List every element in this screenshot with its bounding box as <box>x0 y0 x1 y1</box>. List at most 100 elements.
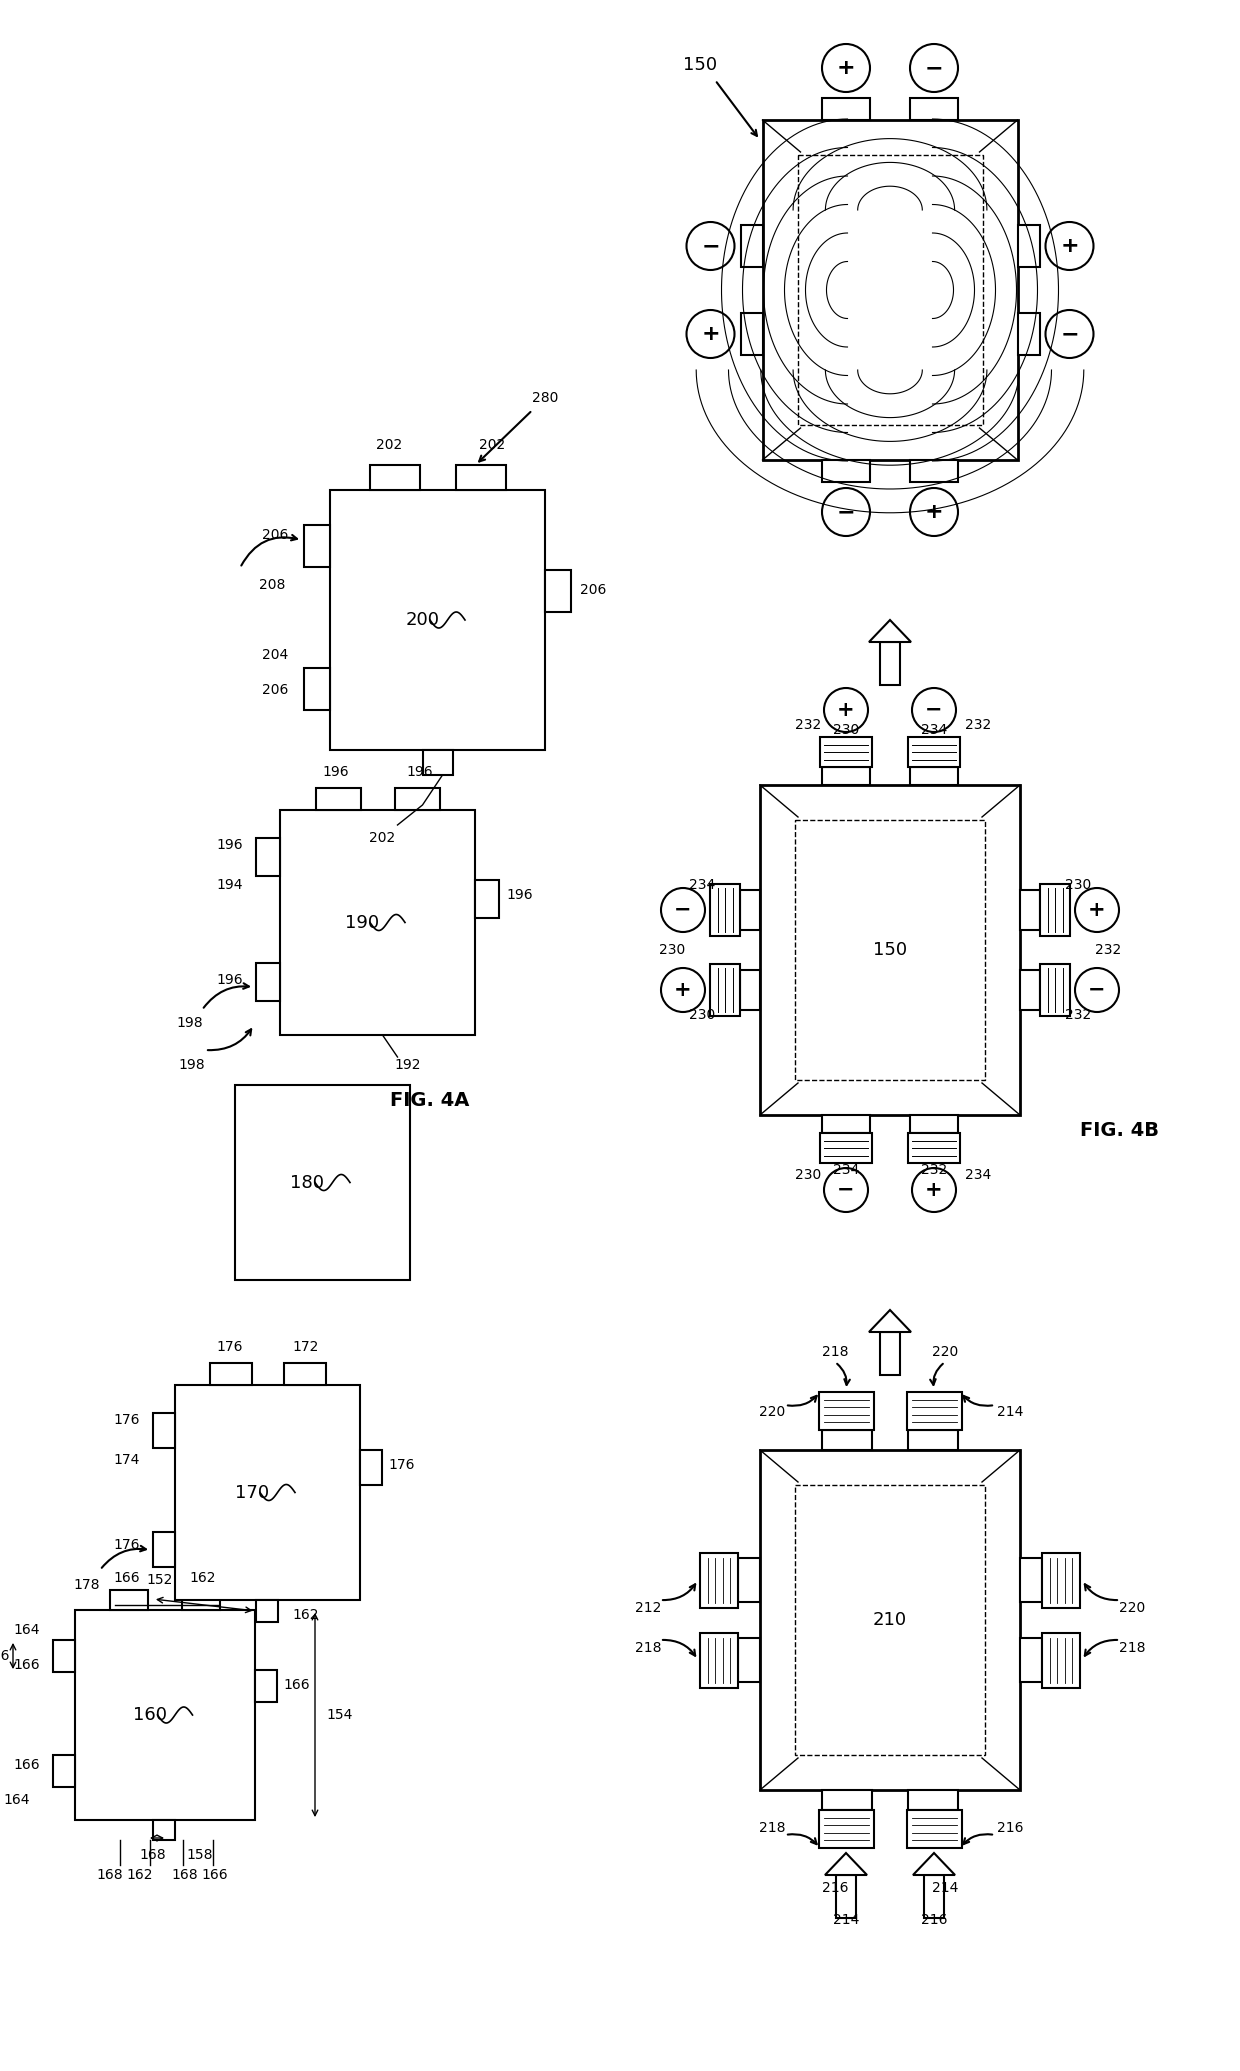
Bar <box>153 1820 175 1839</box>
Text: FIG. 4A: FIG. 4A <box>391 1091 470 1110</box>
Bar <box>1021 1557 1042 1603</box>
Text: +: + <box>1060 236 1079 257</box>
Bar <box>701 1632 738 1688</box>
Text: 198: 198 <box>176 1017 203 1029</box>
Bar <box>1042 1632 1080 1688</box>
Text: 166: 166 <box>14 1758 41 1773</box>
Text: −: − <box>925 700 942 721</box>
Text: 196: 196 <box>407 764 433 779</box>
Bar <box>280 810 475 1036</box>
Text: 154: 154 <box>327 1709 353 1721</box>
Text: 176: 176 <box>114 1412 140 1427</box>
Bar <box>711 963 740 1017</box>
Text: −: − <box>837 1180 854 1199</box>
Bar <box>924 1874 944 1918</box>
Bar <box>906 1392 961 1429</box>
Text: 190: 190 <box>346 913 379 932</box>
Bar <box>820 737 872 766</box>
Text: 234: 234 <box>833 1164 859 1176</box>
Text: 220: 220 <box>1118 1601 1145 1615</box>
Text: +: + <box>675 980 692 1000</box>
Text: 206: 206 <box>262 528 288 543</box>
Bar <box>74 1609 255 1820</box>
Text: +: + <box>925 1180 942 1199</box>
Bar <box>701 1553 738 1607</box>
Bar <box>175 1385 360 1601</box>
Bar <box>255 839 280 876</box>
Text: 196: 196 <box>322 764 348 779</box>
Bar <box>1021 1638 1042 1682</box>
Text: 178: 178 <box>73 1578 100 1593</box>
Bar <box>210 1363 252 1385</box>
Text: 230: 230 <box>1065 878 1091 893</box>
Text: 232: 232 <box>1095 942 1121 957</box>
Bar <box>315 787 361 810</box>
Text: 202: 202 <box>377 437 403 451</box>
Bar <box>763 120 1018 460</box>
Text: 230: 230 <box>689 1009 715 1021</box>
Text: 174: 174 <box>114 1454 140 1466</box>
Bar <box>906 1810 961 1847</box>
Text: 166: 166 <box>202 1868 228 1883</box>
Text: 232: 232 <box>965 719 991 731</box>
Text: 218: 218 <box>759 1820 785 1835</box>
Polygon shape <box>913 1854 955 1874</box>
Bar <box>908 1133 960 1164</box>
Text: 216: 216 <box>822 1880 848 1895</box>
Text: +: + <box>701 323 719 344</box>
Bar <box>880 1332 900 1375</box>
Bar <box>475 880 498 917</box>
Text: 206: 206 <box>262 683 288 698</box>
Bar <box>1040 884 1070 936</box>
Text: 208: 208 <box>259 578 285 592</box>
Text: 156: 156 <box>0 1649 10 1663</box>
Text: 212: 212 <box>635 1601 661 1615</box>
Bar <box>153 1412 175 1448</box>
Bar <box>740 891 760 930</box>
Text: 168: 168 <box>171 1868 198 1883</box>
Text: 230: 230 <box>795 1168 821 1183</box>
Bar <box>760 785 1021 1114</box>
Bar <box>820 1133 872 1164</box>
Text: 162: 162 <box>126 1868 154 1883</box>
Bar <box>818 1392 873 1429</box>
Bar <box>304 669 330 710</box>
Bar <box>880 642 900 686</box>
Bar <box>1021 969 1040 1011</box>
Bar <box>822 1429 872 1450</box>
Bar <box>818 1810 873 1847</box>
Text: −: − <box>837 501 856 522</box>
Bar <box>394 787 439 810</box>
Text: 168: 168 <box>97 1868 123 1883</box>
Text: 196: 196 <box>217 839 243 851</box>
Text: 232: 232 <box>921 1164 947 1176</box>
Bar <box>740 969 760 1011</box>
Bar <box>822 1114 870 1133</box>
Text: 206: 206 <box>580 584 606 596</box>
Text: 200: 200 <box>405 611 439 630</box>
Bar <box>797 155 982 425</box>
Text: 220: 220 <box>932 1344 959 1359</box>
Bar <box>822 1789 872 1810</box>
Text: 150: 150 <box>873 940 908 959</box>
Text: +: + <box>837 58 856 79</box>
Bar <box>1040 963 1070 1017</box>
Text: 234: 234 <box>689 878 715 893</box>
Text: 218: 218 <box>635 1640 661 1655</box>
Text: +: + <box>837 700 854 721</box>
Text: 220: 220 <box>759 1404 785 1419</box>
Text: 280: 280 <box>532 391 559 406</box>
Bar <box>910 766 959 785</box>
Bar <box>795 1485 985 1754</box>
Text: 210: 210 <box>873 1611 908 1630</box>
Bar <box>1018 313 1039 354</box>
Text: 180: 180 <box>290 1174 325 1191</box>
Text: 164: 164 <box>4 1793 30 1808</box>
Bar <box>423 750 453 775</box>
Bar <box>182 1591 219 1609</box>
Text: 192: 192 <box>394 1058 420 1073</box>
Bar <box>153 1533 175 1568</box>
Text: 230: 230 <box>658 942 686 957</box>
Text: 176: 176 <box>216 1340 243 1354</box>
Text: 196: 196 <box>507 888 533 903</box>
